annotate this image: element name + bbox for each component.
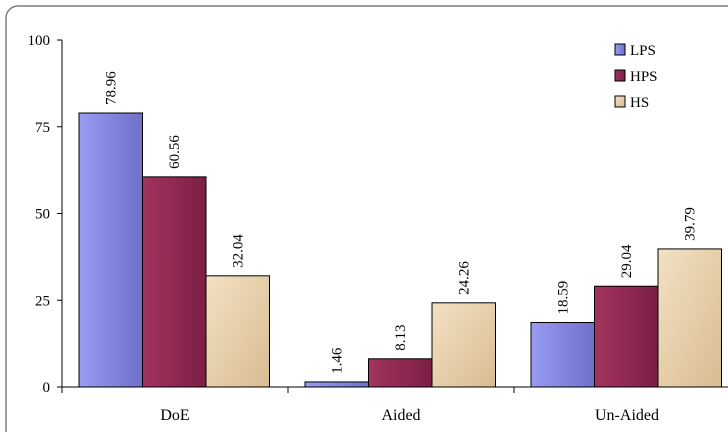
legend-swatch-hps [615,70,625,81]
data-label: 60.56 [167,135,183,169]
y-tick-label: 25 [35,293,50,309]
data-label: 18.59 [556,281,572,315]
bar-lps [79,113,143,387]
data-label: 8.13 [393,325,409,351]
bar-hps [369,359,433,387]
x-tick-label: Aided [381,407,420,424]
bar-lps [531,322,595,387]
data-label: 29.04 [619,244,635,278]
data-label: 1.46 [330,347,346,374]
data-label: 32.04 [231,234,247,268]
data-label: 24.26 [457,261,473,295]
legend-swatch-hs [615,96,625,107]
bar-hs [658,249,722,387]
x-tick-label: Un-Aided [595,407,659,424]
bar-hps [143,177,207,387]
y-tick-label: 0 [43,380,51,396]
y-tick-label: 75 [35,120,50,136]
y-tick-label: 50 [35,207,50,223]
legend-label: HPS [630,69,658,85]
bar-hs [432,303,496,387]
bar-lps [305,382,369,387]
legend-swatch-lps [615,44,625,55]
legend-label: HS [630,95,649,111]
bar-hs [206,276,270,387]
legend-label: LPS [630,43,656,59]
x-tick-label: DoE [160,407,189,424]
y-tick-label: 100 [28,33,51,49]
data-label: 39.79 [683,207,699,241]
data-label: 78.96 [104,71,120,105]
bar-hps [595,286,659,387]
